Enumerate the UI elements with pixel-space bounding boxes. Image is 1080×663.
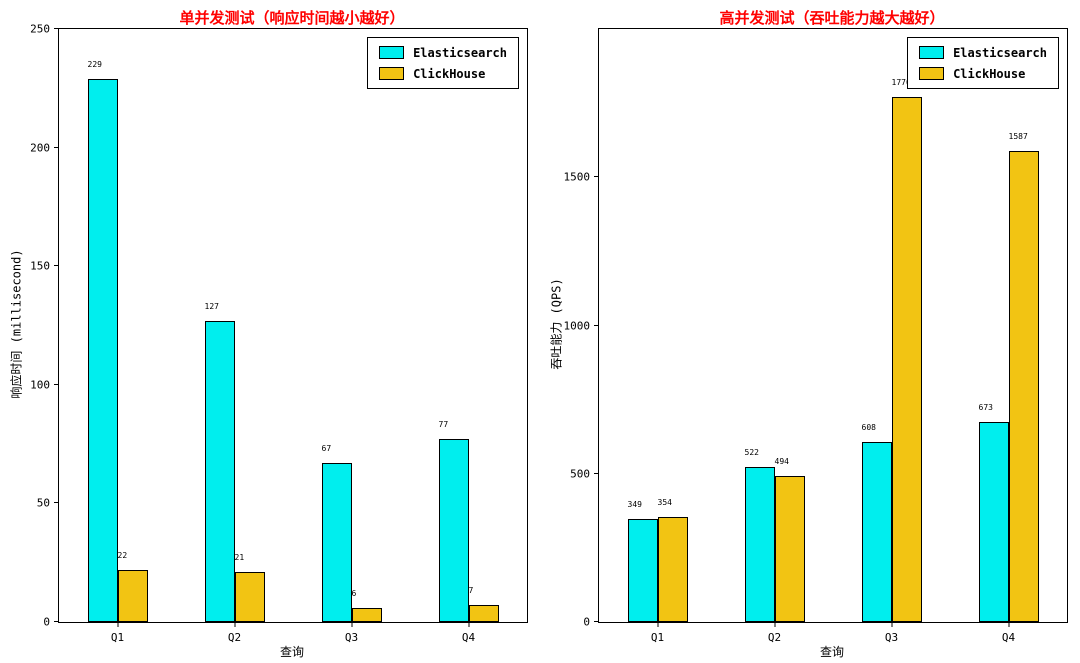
bar-clickhouse-q3 — [351, 607, 382, 622]
legend-entry: Elasticsearch — [379, 46, 507, 59]
legend-swatch — [919, 67, 945, 80]
y-axis-label: 吞吐能力 (QPS) — [549, 278, 564, 370]
bar-elasticsearch-q3 — [861, 441, 892, 622]
y-axis-tick — [594, 324, 599, 326]
x-axis-tick-label: Q3 — [884, 631, 899, 644]
plot-area: 0 50 100 150 200 250 Q1 229 22 Q2 127 21 Q3 67 6 Q4 77 7 E… — [30, 24, 528, 643]
bar-clickhouse-q4 — [468, 605, 499, 622]
bar-elasticsearch-q4 — [978, 422, 1009, 622]
legend: Elasticsearch ClickHouse — [907, 37, 1059, 89]
x-axis-tick-label: Q4 — [461, 631, 476, 644]
y-axis-tick — [54, 383, 59, 385]
x-axis-tick-label: Q1 — [110, 631, 125, 644]
y-axis-tick-label: 0 — [583, 615, 590, 629]
y-axis-tick — [594, 621, 599, 622]
bar-value-label: 6 — [351, 588, 357, 598]
bar-value-label: 77 — [438, 420, 449, 430]
bar-clickhouse-q2 — [774, 475, 805, 622]
bar-elasticsearch-q1 — [87, 78, 118, 622]
y-axis-tick-label: 1000 — [563, 319, 591, 332]
legend-label: Elasticsearch — [413, 45, 507, 60]
x-axis-label: 查询 — [819, 645, 844, 659]
y-axis-tick — [54, 146, 59, 148]
x-axis-tick-label: Q2 — [227, 631, 242, 644]
x-axis-tick — [657, 622, 658, 627]
x-axis-tick — [351, 622, 352, 627]
bar-clickhouse-q4 — [1008, 151, 1039, 622]
bar-elasticsearch-q2 — [204, 320, 235, 622]
x-axis-tick — [234, 622, 235, 627]
bar-value-label: 229 — [87, 59, 102, 69]
y-axis-tick-label: 100 — [30, 378, 50, 392]
bar-clickhouse-q1 — [657, 517, 688, 622]
bar-value-label: 673 — [978, 403, 993, 413]
bar-elasticsearch-q2 — [744, 467, 775, 622]
legend-label: ClickHouse — [953, 66, 1026, 81]
chart-title: 单并发测试（响应时间越小越好） — [179, 9, 405, 27]
bar-value-label: 21 — [234, 553, 245, 563]
legend-swatch — [919, 46, 945, 59]
x-axis-tick — [891, 622, 892, 627]
bar-value-label: 1587 — [1008, 132, 1028, 142]
legend-entry: Elasticsearch — [919, 46, 1047, 59]
bar-value-label: 7 — [468, 586, 474, 596]
y-axis-tick-label: 250 — [30, 22, 50, 36]
legend-entry: ClickHouse — [919, 67, 1047, 80]
bar-elasticsearch-q3 — [321, 463, 352, 622]
bar-clickhouse-q3 — [891, 97, 922, 622]
chart-high-concurrency: 高并发测试（吞吐能力越大越好） 吞吐能力 (QPS) 0 500 1000 1500 Q… — [540, 0, 1080, 663]
y-axis-tick — [54, 28, 59, 29]
y-axis-tick — [594, 176, 599, 178]
y-axis-tick-label: 500 — [570, 467, 590, 481]
legend-swatch — [379, 67, 405, 80]
y-axis-tick — [54, 265, 59, 267]
bar-value-label: 354 — [657, 498, 672, 508]
legend-label: Elasticsearch — [953, 45, 1047, 60]
bar-value-label: 608 — [861, 422, 876, 432]
x-axis-tick-label: Q3 — [344, 631, 359, 644]
legend-swatch — [379, 46, 405, 59]
bar-elasticsearch-q1 — [627, 518, 658, 622]
bar-value-label: 522 — [744, 448, 759, 458]
bar-value-label: 494 — [774, 456, 789, 466]
y-axis-tick-label: 50 — [36, 496, 50, 510]
y-axis-tick — [54, 621, 59, 622]
x-axis-tick — [468, 622, 469, 627]
y-axis-tick — [54, 502, 59, 504]
y-axis-tick-label: 1500 — [563, 170, 591, 184]
x-axis-label: 查询 — [279, 645, 304, 659]
bar-elasticsearch-q4 — [438, 439, 469, 622]
legend: Elasticsearch ClickHouse — [367, 37, 519, 89]
bar-value-label: 1770 — [891, 78, 911, 88]
y-axis-label: 响应时间 (millisecond) — [9, 249, 24, 399]
y-axis-tick — [594, 472, 599, 474]
bar-value-label: 67 — [321, 444, 332, 454]
x-axis-tick-label: Q2 — [767, 631, 782, 644]
legend-entry: ClickHouse — [379, 67, 507, 80]
y-axis-tick-label: 0 — [43, 615, 50, 629]
chart-title: 高并发测试（吞吐能力越大越好） — [719, 9, 945, 27]
x-axis-tick — [1008, 622, 1009, 627]
x-axis-tick — [774, 622, 775, 627]
bar-clickhouse-q2 — [234, 572, 265, 622]
y-axis-tick-label: 150 — [30, 259, 50, 273]
bar-value-label: 127 — [204, 301, 219, 311]
x-axis-tick — [117, 622, 118, 627]
y-axis-tick-label: 200 — [30, 141, 50, 155]
x-axis-tick-label: Q4 — [1001, 631, 1016, 644]
plot-area: 0 500 1000 1500 Q1 349 354 Q2 522 494 Q3 608 1770 Q4 6… — [564, 28, 1068, 643]
legend-label: ClickHouse — [413, 66, 486, 81]
bar-clickhouse-q1 — [117, 569, 148, 622]
chart-single-concurrency: 单并发测试（响应时间越小越好） 响应时间 (millisecond) 0 50 10… — [9, 9, 528, 659]
x-axis-tick-label: Q1 — [650, 631, 665, 644]
bar-value-label: 349 — [627, 499, 642, 509]
bar-value-label: 22 — [117, 550, 128, 560]
